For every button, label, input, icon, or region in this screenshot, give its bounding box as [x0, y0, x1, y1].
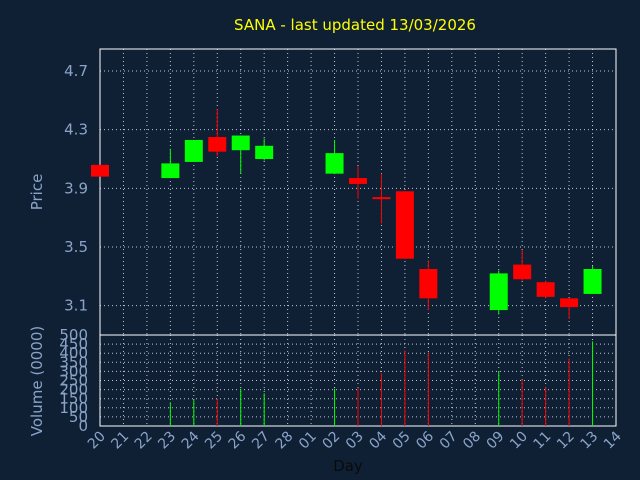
candle-body — [419, 269, 438, 299]
volume-bars — [169, 341, 594, 426]
candle-body — [513, 264, 532, 280]
price-tick-label: 4.7 — [64, 62, 88, 80]
chart-title: SANA - last updated 13/03/2026 — [234, 16, 476, 34]
candle-body — [231, 135, 250, 151]
price-candles — [91, 109, 602, 319]
candle-body — [536, 282, 555, 297]
volume-tick-label: 150 — [59, 390, 88, 408]
volume-tick-label: 400 — [59, 344, 88, 362]
price-tick-label: 4.3 — [64, 121, 88, 139]
candle-body — [255, 145, 274, 159]
volume-tick-label: 50 — [69, 408, 88, 426]
candle-body — [583, 269, 602, 294]
volume-tick-label: 250 — [59, 372, 88, 390]
candle-body — [395, 191, 414, 259]
candle-body — [489, 273, 508, 311]
candle-body — [349, 178, 367, 184]
volume-tick-label: 350 — [59, 353, 88, 371]
x-axis-label: Day — [333, 457, 363, 475]
candle-body — [208, 137, 227, 152]
volume-tick-label: 450 — [59, 335, 88, 353]
volume-tick-label: 0 — [78, 417, 88, 435]
volume-tick-label: 100 — [59, 399, 88, 417]
candle-body — [161, 163, 180, 179]
volume-tick-label: 500 — [59, 326, 88, 344]
price-axis-label: Price — [28, 174, 46, 211]
candle-body — [325, 153, 344, 174]
price-tick-label: 3.5 — [64, 238, 88, 256]
volume-axis-label: Volume (0000) — [28, 326, 46, 436]
volume-tick-label: 200 — [59, 381, 88, 399]
candle-body — [560, 298, 579, 308]
candle-body — [91, 164, 109, 177]
price-tick-label: 3.9 — [64, 179, 88, 197]
x-tick-labels: 20 21 22 23 24 25 26 27 28 01 02 03 04 05 06 07 08 09 10 11… — [85, 428, 625, 452]
price-tick-labels: 4.7 4.3 3.9 3.5 3.1 — [64, 62, 88, 315]
candle-body — [184, 139, 203, 162]
price-tick-label: 3.1 — [64, 297, 88, 315]
volume-tick-label: 300 — [59, 362, 88, 380]
candle-body — [372, 197, 391, 200]
